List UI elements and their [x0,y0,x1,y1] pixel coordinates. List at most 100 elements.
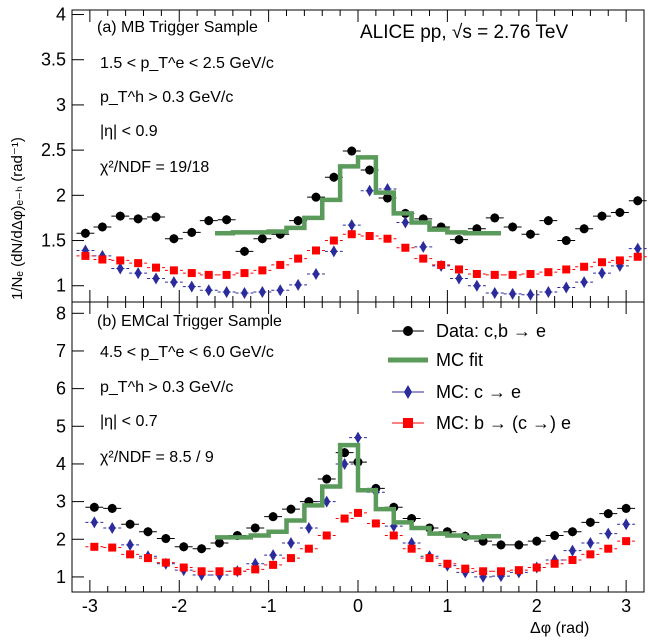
panel-a-series-1-point [526,288,534,301]
panel-a-series-1-point [509,287,517,300]
panel-b-series-2-point [126,550,135,559]
panel-a-series-0-point [579,224,589,234]
panel-b-pt-electron-cut: 4.5 < p_T^e < 6.0 GeV/c [100,344,274,361]
panel-b-series-2-point [568,555,577,564]
panel-b-series-2-point [108,543,117,552]
panel-b-series-2-point [143,554,152,563]
panel-a-series-2-point [187,269,196,278]
panel-a-series-0-point [169,234,179,244]
panel-b-pt-hadron-cut: p_T^h > 0.3 GeV/c [100,379,233,396]
panel-a-series-0-point [525,229,535,239]
panel-b-series-2-point [233,567,242,576]
panel-a-series-1-point [258,286,266,299]
panel-b-series-1-point [323,495,331,508]
panel-a-series-0-point [187,227,197,237]
panel-a-series-0-point [97,222,107,232]
legend-mc-c-marker [404,385,412,399]
x-tick-label: -3 [82,596,98,616]
panel-b-series-2-point [371,519,380,528]
panel-a-series-2-point [258,266,267,275]
energy-label: √s = 2.76 TeV [452,22,569,43]
panel-b-series-0-point [250,523,260,533]
panel-b-series-2-point [161,558,170,567]
legend-mc-b-label: MC: b → (c →) e [436,413,571,433]
legend-mc-c-label: MC: c → e [436,382,521,402]
panel-a-chi2: χ²/NDF = 19/18 [100,159,209,176]
panel-a-series-1-point [240,286,248,299]
panel-b-series-2-point [322,531,331,540]
panel-a-series-2-point [240,269,249,278]
panel-a-series-0-point [543,216,553,226]
panel-b-series-0-point [179,542,189,552]
panel-a-series-0-point [151,212,161,222]
panel-a-series-2-point [365,232,374,241]
panel-b-series-1-point [569,544,576,557]
panel-b-series-2-point [389,531,398,540]
panel-a-y-tick-label: 3.5 [41,50,66,70]
panel-b-axes: 1 2 3 4 5 6 7 8 -3 -2 -1 0 1 2 3 [56,302,645,616]
legend-data-label: Data: c,b → e [436,321,546,341]
panel-a-series-0-point [222,215,232,225]
panel-b-series-2-point [622,537,631,546]
panel-a-series-2-point [419,254,428,263]
panel-b-series-1-point [354,431,362,444]
panel-b-series-0-point [214,538,224,548]
panel-a-series-0-point [311,192,321,202]
panel-a-series-0-point [561,236,571,246]
legend-mc-b-marker [403,418,413,428]
panel-b-series-0-point [568,527,577,537]
panel-b-series-2-point [90,542,99,551]
panel-a-series-0-point [633,196,643,206]
panel-b-series-2-point [407,544,416,553]
panel-b-y-tick-label: 7 [56,341,66,361]
panel-b-series-2-point [269,560,278,569]
x-tick-label: 3 [621,596,631,616]
panel-a-series-1-point [152,272,160,285]
panel-b-series-2-point [550,559,559,568]
x-tick-label: 1 [442,596,452,616]
panel-a-series-1-point [419,240,427,253]
panel-a-series-1-point [455,272,463,285]
panel-b-series-0-point [550,531,560,541]
panel-a-series-1-point [312,267,320,280]
panel-a-series-1-point [401,216,409,229]
panel-b-series-2-point [251,565,260,574]
panel-a-series-1-point [348,219,356,232]
panel-a-series-0-point [115,211,125,221]
panel-b-series-2-point [197,567,206,576]
panel-a-series-2-point [454,265,463,274]
panel-a-y-tick-label: 1 [56,276,66,296]
panel-b-plot [85,431,636,583]
panel-b-y-tick-label: 3 [56,492,66,512]
panel-a-series-0-point [597,211,607,221]
panel-b-series-1-point [305,521,313,534]
legend-mcfit-label: MC fit [436,350,483,370]
panel-b-series-2-point [215,567,224,576]
panel-a-series-2-point [152,263,161,272]
x-tick-label: 0 [353,596,363,616]
panel-a-y-tick-label: 4 [56,5,66,25]
panel-a-series-0-point [615,208,625,218]
panel-a-series-2-point [472,269,481,278]
panel-b-series-2-point [179,563,188,572]
panel-a-series-2-point [401,243,410,252]
panel-b-y-tick-label: 4 [56,454,66,474]
panel-a-series-2-point [81,251,90,260]
panel-b-series-2-point [425,554,434,563]
panel-a-series-2-point [508,270,517,279]
panel-b-series-1-point [126,538,134,551]
panel-a-series-0-point [329,172,339,182]
panel-b-series-2-point [532,563,541,572]
panel-a-series-2-point [437,260,446,269]
panel-b-series-0-point [496,540,506,550]
panel-a-series-2-point [329,236,338,245]
panel-a-series-0-point [472,224,482,234]
panel-a-series-0-point [454,235,464,245]
panel-b-series-0-point [322,474,332,484]
panel-a-series-2-point [98,255,107,264]
panel-a-title: (a) MB Trigger Sample [97,19,258,36]
panel-b-series-0-point [268,512,278,522]
x-axis-title: Δφ (rad) [530,620,589,637]
panel-a-series-0-point [365,165,375,175]
panel-a-series-2-point [311,246,320,255]
